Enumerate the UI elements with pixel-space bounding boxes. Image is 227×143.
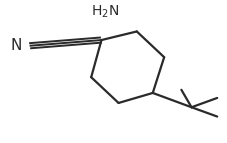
Text: N: N [10,38,22,53]
Text: $\mathregular{H_2N}$: $\mathregular{H_2N}$ [90,3,118,20]
